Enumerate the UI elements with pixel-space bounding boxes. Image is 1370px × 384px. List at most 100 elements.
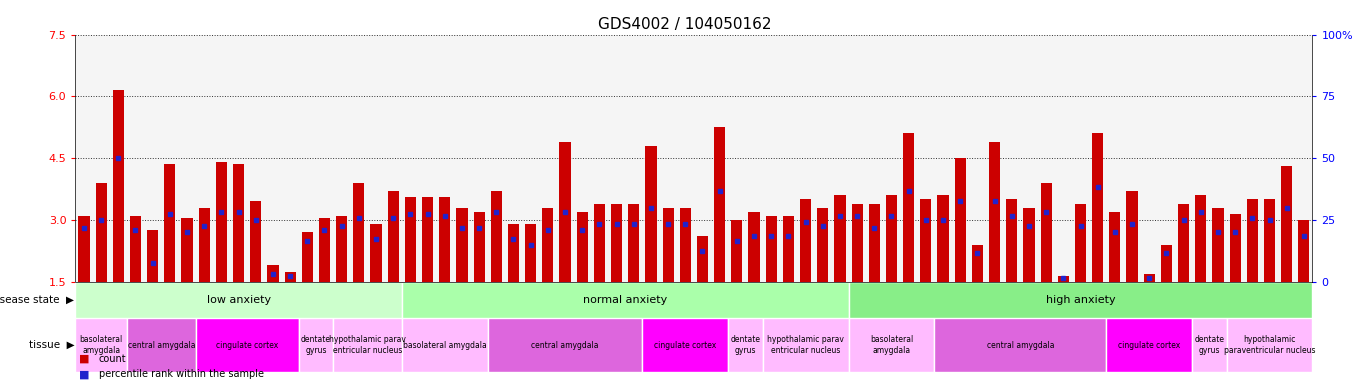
Text: central amygdala: central amygdala: [532, 341, 599, 349]
Bar: [848, 318, 934, 372]
Bar: [299, 318, 333, 372]
Bar: [782, 216, 795, 282]
Bar: [886, 195, 897, 282]
Bar: [732, 220, 743, 282]
Bar: [440, 197, 451, 282]
Text: ■: ■: [79, 354, 90, 364]
Bar: [852, 204, 863, 282]
Bar: [233, 164, 244, 282]
Bar: [729, 318, 763, 372]
Text: cingulate cortex: cingulate cortex: [655, 341, 717, 349]
Bar: [301, 232, 312, 282]
Text: basolateral
amygdala: basolateral amygdala: [79, 335, 123, 355]
Bar: [903, 134, 914, 282]
Bar: [75, 318, 127, 372]
Bar: [543, 208, 553, 282]
Bar: [1299, 220, 1310, 282]
Text: hypothalamic parav
entricular nucleus: hypothalamic parav entricular nucleus: [329, 335, 406, 355]
Bar: [989, 142, 1000, 282]
Bar: [1023, 208, 1034, 282]
Text: GDS4002 / 104050162: GDS4002 / 104050162: [599, 17, 771, 32]
Text: basolateral amygdala: basolateral amygdala: [403, 341, 486, 349]
Bar: [388, 191, 399, 282]
Bar: [663, 208, 674, 282]
Bar: [1212, 208, 1223, 282]
Bar: [333, 318, 401, 372]
Bar: [1041, 183, 1052, 282]
Text: disease state  ▶: disease state ▶: [0, 295, 74, 305]
Bar: [763, 318, 848, 372]
Text: high anxiety: high anxiety: [1045, 295, 1115, 305]
Bar: [456, 208, 467, 282]
Bar: [1092, 134, 1103, 282]
Text: cingulate cortex: cingulate cortex: [216, 341, 278, 349]
Bar: [1160, 245, 1171, 282]
Bar: [593, 204, 606, 282]
Bar: [1247, 199, 1258, 282]
Bar: [817, 208, 829, 282]
Bar: [181, 218, 193, 282]
Bar: [336, 216, 347, 282]
Text: dentate
gyrus: dentate gyrus: [301, 335, 332, 355]
Bar: [525, 224, 536, 282]
Bar: [1110, 212, 1121, 282]
Bar: [1107, 318, 1192, 372]
Bar: [251, 202, 262, 282]
Bar: [199, 208, 210, 282]
Text: hypothalamic parav
entricular nucleus: hypothalamic parav entricular nucleus: [767, 335, 844, 355]
Bar: [353, 183, 364, 282]
Bar: [370, 224, 382, 282]
Text: basolateral
amygdala: basolateral amygdala: [870, 335, 914, 355]
Bar: [577, 212, 588, 282]
Bar: [112, 90, 123, 282]
Bar: [196, 318, 299, 372]
Text: ■: ■: [79, 369, 90, 379]
Bar: [869, 204, 880, 282]
Bar: [921, 199, 932, 282]
Bar: [645, 146, 656, 282]
Bar: [130, 216, 141, 282]
Bar: [474, 212, 485, 282]
Bar: [1126, 191, 1137, 282]
Bar: [1058, 276, 1069, 282]
Bar: [1178, 204, 1189, 282]
Bar: [96, 183, 107, 282]
Bar: [937, 195, 948, 282]
Text: cingulate cortex: cingulate cortex: [1118, 341, 1181, 349]
Bar: [680, 208, 690, 282]
Bar: [1195, 195, 1207, 282]
Bar: [800, 199, 811, 282]
Bar: [490, 191, 501, 282]
Bar: [1192, 318, 1226, 372]
Bar: [508, 224, 519, 282]
Text: dentate
gyrus: dentate gyrus: [730, 335, 760, 355]
Text: tissue  ▶: tissue ▶: [29, 340, 74, 350]
Bar: [643, 318, 729, 372]
Bar: [1265, 199, 1275, 282]
Bar: [934, 318, 1107, 372]
Bar: [319, 218, 330, 282]
Bar: [697, 237, 708, 282]
Bar: [1006, 199, 1018, 282]
Text: percentile rank within the sample: percentile rank within the sample: [99, 369, 263, 379]
Bar: [971, 245, 984, 282]
Bar: [1144, 273, 1155, 282]
Bar: [401, 318, 488, 372]
Text: low anxiety: low anxiety: [207, 295, 271, 305]
Text: hypothalamic
paraventricular nucleus: hypothalamic paraventricular nucleus: [1223, 335, 1315, 355]
Text: central amygdala: central amygdala: [127, 341, 195, 349]
Bar: [127, 318, 196, 372]
Bar: [1281, 166, 1292, 282]
Text: normal anxiety: normal anxiety: [584, 295, 667, 305]
Bar: [848, 282, 1312, 318]
Bar: [404, 197, 416, 282]
Bar: [714, 127, 725, 282]
Bar: [488, 318, 643, 372]
Bar: [629, 204, 640, 282]
Bar: [766, 216, 777, 282]
Bar: [834, 195, 845, 282]
Bar: [267, 265, 278, 282]
Bar: [559, 142, 571, 282]
Text: count: count: [99, 354, 126, 364]
Bar: [1229, 214, 1241, 282]
